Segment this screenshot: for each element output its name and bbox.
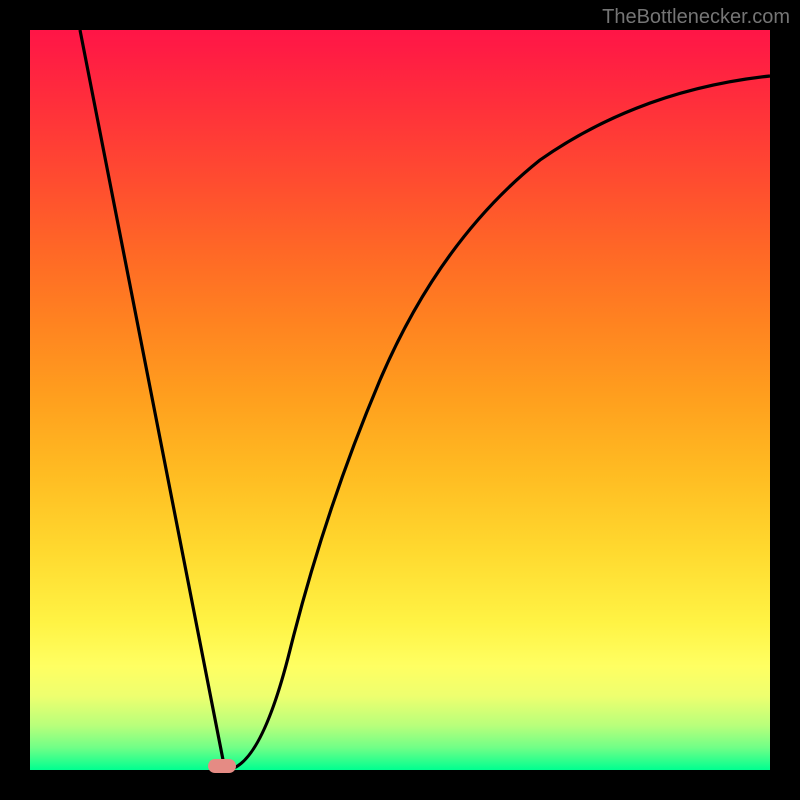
bottleneck-chart: TheBottlenecker.com — [0, 0, 800, 800]
watermark-text: TheBottlenecker.com — [602, 6, 790, 29]
optimal-marker — [208, 759, 236, 773]
chart-svg — [0, 0, 800, 800]
plot-area — [30, 30, 770, 770]
